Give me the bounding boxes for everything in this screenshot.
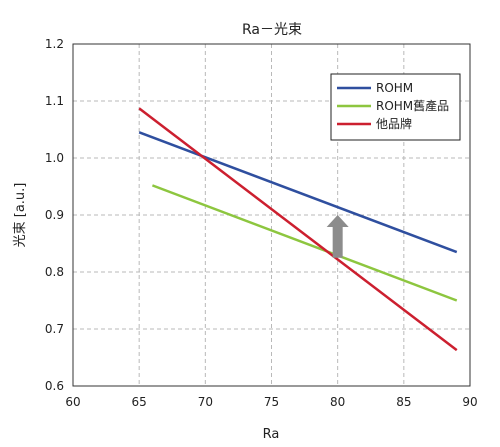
chart-title: Ra－光束 [242,22,302,38]
y-tick-label: 0.9 [45,208,64,222]
y-tick-label: 1.1 [45,94,64,108]
x-tick-label: 70 [198,395,213,409]
series-line [138,107,458,352]
up-arrow [326,215,349,258]
series-group [138,107,458,352]
series-line [151,184,458,302]
series-line [138,131,458,254]
x-tick-label: 85 [396,395,411,409]
legend-label: 他品牌 [376,117,412,131]
plot-frame [72,43,471,387]
y-axis-title: 光束 [a.u.] [13,183,28,248]
x-axis-title: Ra [263,427,280,442]
x-tick-label: 75 [264,395,279,409]
y-tick-label: 0.6 [45,379,64,393]
x-tick-label: 60 [65,395,80,409]
tick-labels: 60 65 70 75 80 85 90 0.6 0.7 0.8 0.9 1.0 1.1 1.2 [45,37,478,409]
x-tick-label: 80 [330,395,345,409]
y-tick-label: 1.0 [45,151,64,165]
y-tick-label: 1.2 [45,37,64,51]
x-tick-label: 90 [462,395,477,409]
x-tick-label: 65 [132,395,147,409]
legend-label: ROHM舊產品 [376,98,449,113]
y-tick-label: 0.8 [45,265,64,279]
legend-label: ROHM [376,81,413,95]
annotation-group [326,215,349,258]
y-tick-label: 0.7 [45,322,64,336]
